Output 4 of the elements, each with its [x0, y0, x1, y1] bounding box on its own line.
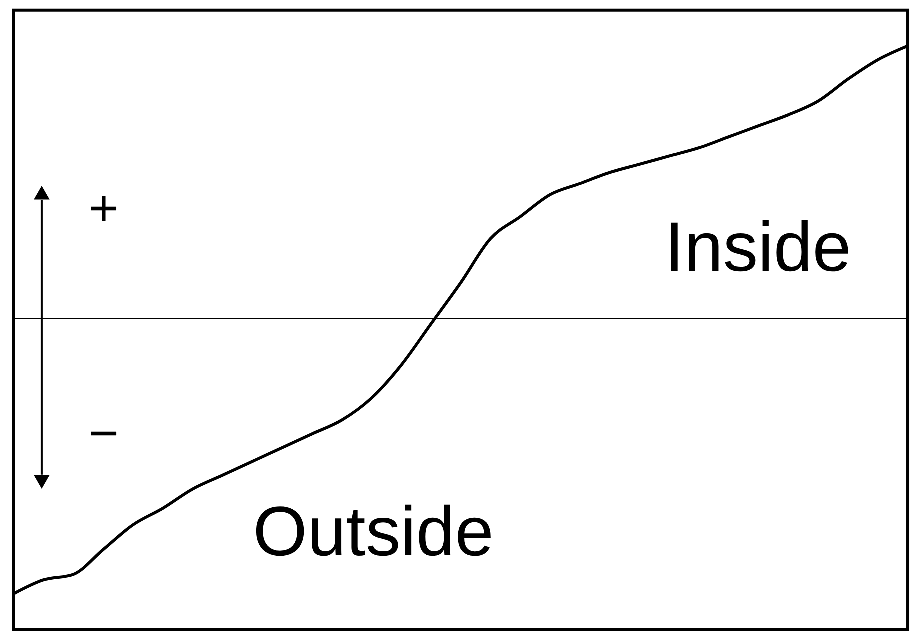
annotation: − — [88, 404, 120, 463]
annotation: Inside — [664, 208, 852, 286]
annotation: + — [88, 180, 120, 238]
annotation: Outside — [253, 492, 494, 571]
